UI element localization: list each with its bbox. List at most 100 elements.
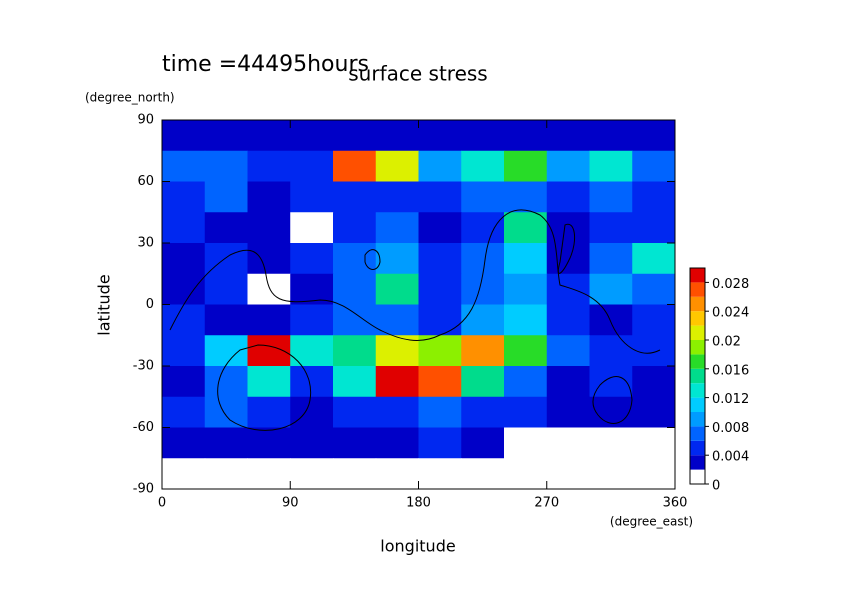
cell — [247, 458, 291, 490]
colorbar-tick-label: 0.016 — [712, 363, 749, 378]
y-tick-label: 0 — [146, 297, 154, 312]
cell — [375, 396, 419, 428]
cell — [247, 120, 291, 152]
cell — [247, 243, 291, 275]
cell — [632, 212, 676, 244]
cell — [632, 396, 676, 428]
cell — [162, 366, 206, 398]
cell — [162, 335, 206, 367]
cell — [162, 243, 206, 275]
colorbar-band — [690, 325, 705, 340]
cell — [461, 150, 505, 182]
cell — [504, 458, 548, 490]
cell — [589, 458, 633, 490]
cell — [632, 335, 676, 367]
cell — [632, 273, 676, 305]
cell — [546, 150, 590, 182]
colorbar-tick-label: 0.012 — [712, 392, 749, 407]
colorbar-band — [690, 311, 705, 326]
cell — [589, 243, 633, 275]
cell — [589, 366, 633, 398]
y-unit: (degree_north) — [85, 91, 175, 105]
field — [162, 120, 676, 490]
cell — [247, 304, 291, 336]
cell — [333, 212, 377, 244]
cell — [375, 181, 419, 213]
cell — [632, 150, 676, 182]
cell — [589, 212, 633, 244]
colorbar-band — [690, 455, 705, 470]
cell — [632, 120, 676, 152]
cell — [290, 335, 334, 367]
cell — [162, 181, 206, 213]
cell — [204, 458, 248, 490]
cell — [333, 243, 377, 275]
cell — [290, 366, 334, 398]
chart-subtitle: time =44495hours — [162, 52, 369, 77]
colorbar: 0 0.004 0.008 0.012 0.016 0.02 0.024 0.028 — [689, 267, 749, 494]
cell — [162, 396, 206, 428]
cell — [504, 181, 548, 213]
colorbar-tick-label: 0.008 — [712, 421, 749, 436]
cell — [632, 181, 676, 213]
cell — [461, 335, 505, 367]
cell — [247, 427, 291, 459]
cell — [247, 396, 291, 428]
cell — [461, 181, 505, 213]
cell — [546, 396, 590, 428]
cell — [504, 335, 548, 367]
colorbar-band — [690, 383, 705, 398]
cell — [290, 427, 334, 459]
cell — [504, 150, 548, 182]
cell — [546, 243, 590, 275]
cell — [162, 212, 206, 244]
cell — [290, 396, 334, 428]
cell — [589, 120, 633, 152]
y-tick-label: 60 — [137, 174, 154, 189]
colorbar-band — [690, 282, 705, 297]
cell — [504, 273, 548, 305]
colorbar-band — [690, 268, 705, 283]
x-tick-label: 0 — [158, 496, 166, 511]
cell — [290, 212, 334, 244]
colorbar-band — [690, 354, 705, 369]
cell — [162, 273, 206, 305]
colorbar-tick-label: 0.024 — [712, 306, 749, 321]
cell — [546, 366, 590, 398]
cell — [247, 212, 291, 244]
cell — [333, 181, 377, 213]
cell — [589, 304, 633, 336]
cell — [418, 304, 462, 336]
cell — [461, 243, 505, 275]
chart-title: surface stress — [348, 62, 487, 86]
cell — [461, 120, 505, 152]
cell — [589, 150, 633, 182]
cell — [290, 243, 334, 275]
colorbar-tick-label: 0.004 — [712, 450, 749, 465]
cell — [546, 335, 590, 367]
cell — [290, 458, 334, 490]
cell — [504, 427, 548, 459]
cell — [375, 427, 419, 459]
y-tick-label: -30 — [133, 359, 154, 374]
x-tick-label: 270 — [534, 496, 559, 511]
cell — [333, 427, 377, 459]
cell — [504, 396, 548, 428]
cell — [461, 273, 505, 305]
cell — [589, 181, 633, 213]
cell — [375, 120, 419, 152]
cell — [375, 273, 419, 305]
cell — [418, 458, 462, 490]
colorbar-tick-label: 0 — [712, 479, 720, 494]
cell — [333, 273, 377, 305]
cell — [162, 458, 206, 490]
cell — [504, 304, 548, 336]
cell — [504, 243, 548, 275]
colorbar-frame — [689, 267, 706, 485]
cell — [461, 458, 505, 490]
y-tick-label: -60 — [133, 420, 154, 435]
cell — [632, 243, 676, 275]
x-unit: (degree_east) — [610, 515, 693, 529]
cell — [632, 458, 676, 490]
cell — [418, 243, 462, 275]
